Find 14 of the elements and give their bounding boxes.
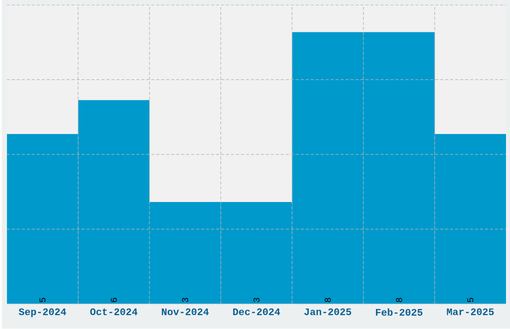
data-label: 6 [110, 298, 117, 302]
data-label: 3 [182, 298, 188, 302]
data-label: 5 [40, 298, 46, 302]
data-label: 3 [253, 298, 260, 302]
x-tick-label: Feb-2025 [376, 308, 422, 316]
x-tick-label: Dec-2024 [233, 308, 280, 316]
x-tick-label: Oct-2024 [90, 308, 138, 316]
x-tick-label: Sep-2024 [18, 308, 66, 318]
x-tick-label: Nov-2024 [162, 308, 209, 316]
x-tick-label: Jan-2025 [304, 308, 352, 316]
data-label: 8 [324, 298, 331, 302]
data-label: 5 [467, 298, 474, 302]
data-label: 8 [396, 298, 402, 302]
x-tick-label: Mar-2025 [446, 308, 494, 316]
